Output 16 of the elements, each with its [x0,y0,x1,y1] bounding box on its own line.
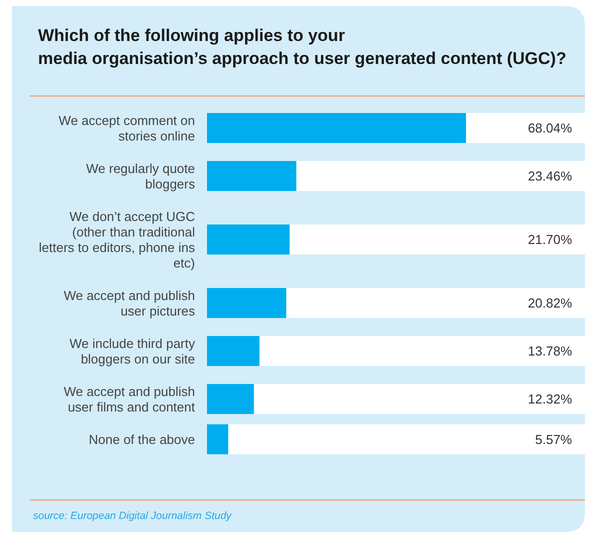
y-tick-label: We accept and publish user films and content [64,384,196,414]
y-tick-label: We accept and publish user pictures [64,288,196,318]
data-label: 20.82% [528,296,572,310]
source-note: source: European Digital Journalism Study [33,510,232,522]
data-label: 5.57% [535,432,572,447]
y-tick-label: We accept comment on stories online [58,112,195,144]
chart-title: Which of the following applies to your media organisation’s approach to user generated content (UGC)? [38,26,566,68]
data-label: 68.04% [528,120,572,136]
y-tick-label: We regularly quote bloggers [86,160,196,192]
y-tick-label: None of the above [88,432,195,447]
data-label: 13.78% [528,344,572,358]
data-label: 12.32% [528,392,572,406]
y-tick-label: We don’t accept UGC (other than traditional letters to editors, phone ins etc) [38,208,196,270]
y-tick-label: We include third party bloggers on our site [70,336,196,366]
data-label: 23.46% [528,168,572,184]
data-label: 21.70% [528,232,572,247]
